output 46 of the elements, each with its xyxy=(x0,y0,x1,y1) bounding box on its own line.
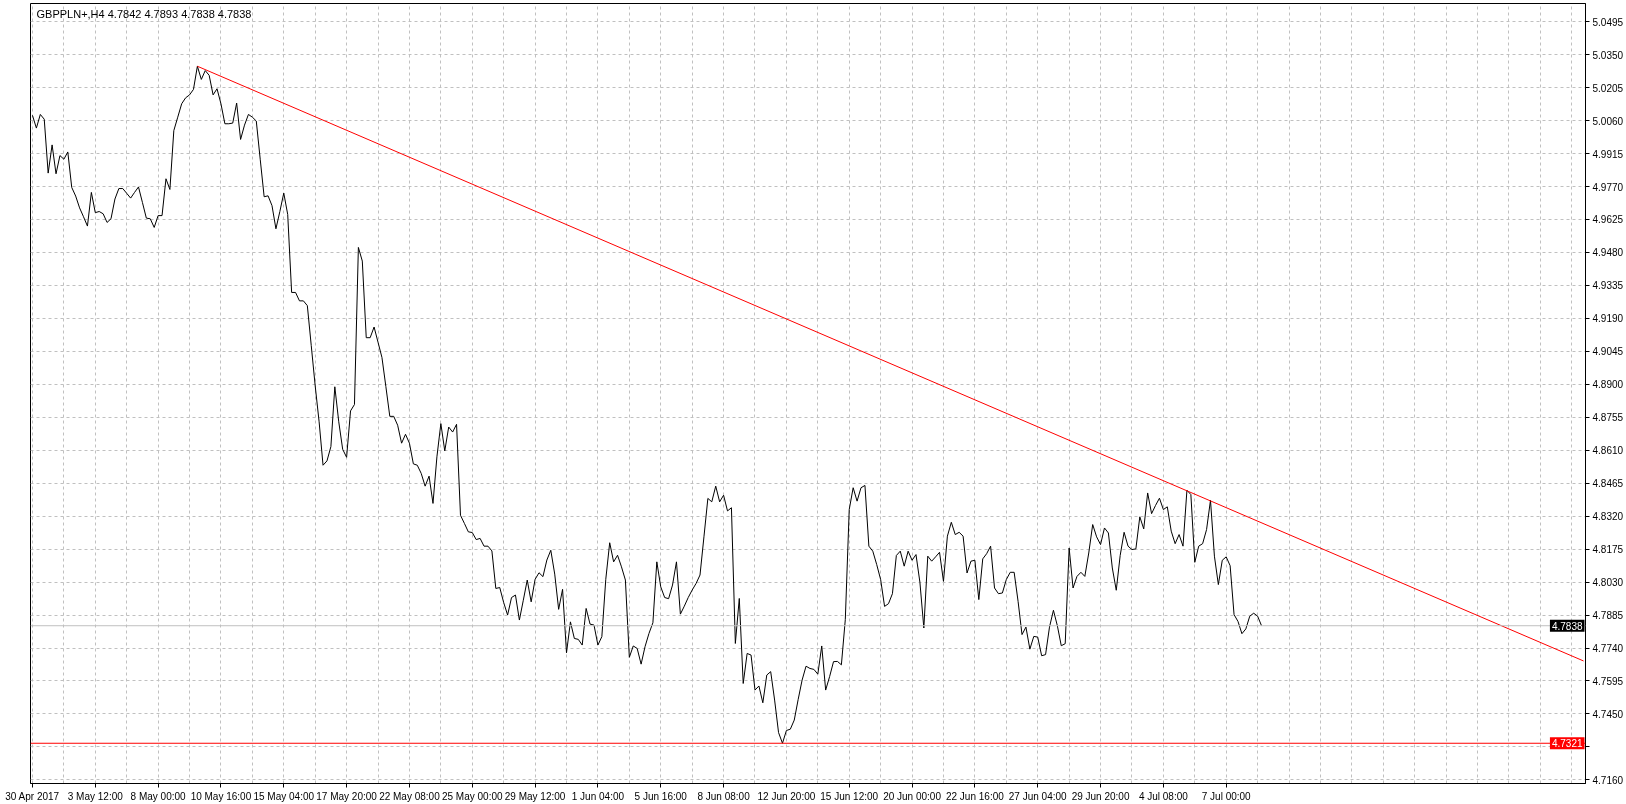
y-tick-label: 4.8030 xyxy=(1592,577,1624,589)
x-tick-label: 27 Jun 04:00 xyxy=(1008,790,1068,802)
x-tick-label: 7 Jul 00:00 xyxy=(1201,790,1252,802)
y-tick-label: 5.0495 xyxy=(1592,16,1624,28)
x-tick-label: 15 Jun 12:00 xyxy=(820,790,879,802)
x-tick-label: 15 May 04:00 xyxy=(253,790,315,802)
x-tick-label: 3 May 12:00 xyxy=(67,790,124,802)
y-tick-label: 4.7595 xyxy=(1592,675,1624,687)
y-tick-label: 5.0205 xyxy=(1592,82,1624,94)
y-tick-label: 4.7740 xyxy=(1592,643,1624,655)
y-tick-label: 4.8175 xyxy=(1592,544,1624,556)
y-tick-label: 4.8610 xyxy=(1592,445,1624,457)
y-tick-label: 5.0350 xyxy=(1592,49,1624,61)
x-tick-label: 4 Jul 08:00 xyxy=(1138,790,1189,802)
x-tick-label: 8 Jun 08:00 xyxy=(697,790,751,802)
x-tick-label: 29 May 12:00 xyxy=(504,790,566,802)
y-tick-label: 4.8465 xyxy=(1592,478,1624,490)
x-tick-label: 12 Jun 20:00 xyxy=(757,790,816,802)
y-tick-label: 4.8320 xyxy=(1592,511,1624,523)
x-tick-label: 10 May 16:00 xyxy=(190,790,252,802)
x-tick-label: 17 May 20:00 xyxy=(316,790,378,802)
x-tick-label: 8 May 00:00 xyxy=(130,790,187,802)
y-tick-label: 4.7885 xyxy=(1592,610,1624,622)
y-tick-label: 4.9625 xyxy=(1592,214,1624,226)
x-tick-label: 20 Jun 00:00 xyxy=(883,790,942,802)
x-tick-label: 29 Jun 20:00 xyxy=(1071,790,1130,802)
y-tick-label: 4.9045 xyxy=(1592,346,1624,358)
ref-line-label: 4.7838 xyxy=(1551,620,1583,632)
ref-line-label: 4.7321 xyxy=(1551,738,1583,750)
x-tick-label: 1 Jun 04:00 xyxy=(571,790,625,802)
y-tick-label: 4.9770 xyxy=(1592,181,1624,193)
y-tick-label: 4.8755 xyxy=(1592,412,1624,424)
x-tick-label: 5 Jun 16:00 xyxy=(634,790,688,802)
x-tick-label: 30 Apr 2017 xyxy=(5,790,60,802)
y-tick-label: 4.9335 xyxy=(1592,280,1624,292)
x-tick-label: 22 Jun 16:00 xyxy=(945,790,1005,802)
y-tick-label: 4.9190 xyxy=(1592,313,1624,325)
chart-title: GBPPLN+,H4 4.7842 4.7893 4.7838 4.7838 xyxy=(36,7,252,20)
y-tick-label: 5.0060 xyxy=(1592,115,1624,127)
y-tick-label: 4.9915 xyxy=(1592,148,1624,160)
x-tick-label: 22 May 08:00 xyxy=(379,790,441,802)
y-tick-label: 4.7450 xyxy=(1592,708,1624,720)
y-tick-label: 4.7160 xyxy=(1592,774,1624,786)
x-tick-label: 25 May 00:00 xyxy=(441,790,503,802)
y-tick-label: 4.9480 xyxy=(1592,247,1624,259)
y-tick-label: 4.8900 xyxy=(1592,379,1624,391)
